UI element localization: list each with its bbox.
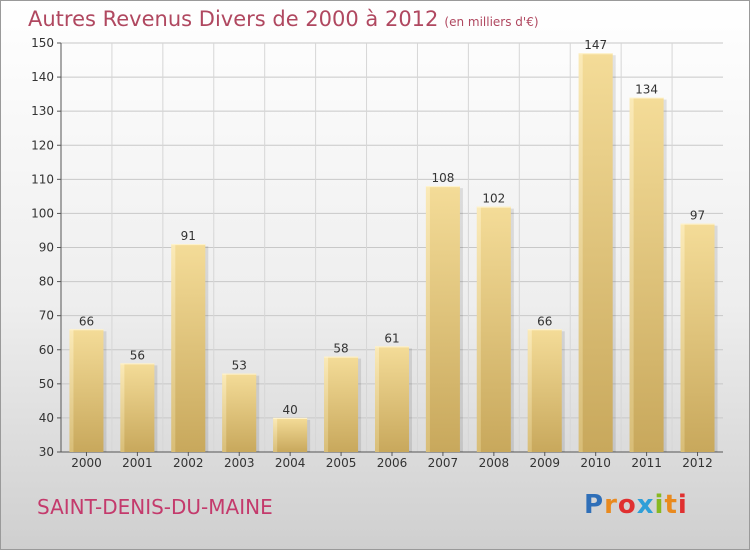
bar-highlight [578,53,583,452]
bar-2009 [527,329,565,452]
value-label: 66 [79,314,94,328]
bar [324,356,359,452]
y-tick-label: 90 [39,241,54,255]
x-tick-label: 2004 [275,456,306,470]
chart-unit: (en milliers d'€) [444,15,539,29]
bar-highlight [120,363,125,452]
x-tick-label: 2011 [631,456,662,470]
y-tick-label: 80 [39,275,54,289]
commune-name: SAINT-DENIS-DU-MAINE [37,495,273,519]
x-tick-label: 2000 [71,456,102,470]
x-tick-label: 2010 [580,456,611,470]
bar-highlight [273,417,278,452]
x-tick-label: 2005 [326,456,357,470]
proxiti-logo: Proxiti [584,490,688,520]
bar [273,417,308,452]
value-label: 61 [384,331,399,345]
bar-2000 [69,329,107,452]
y-tick-label: 30 [39,445,54,459]
x-tick-labels: 2000 2001 2002 2003 2004 2005 2006 2007 2008 2009… [71,456,713,470]
bar [680,223,715,452]
value-label: 56 [130,348,145,362]
logo-letter: r [604,490,618,520]
value-label: 91 [181,229,196,243]
bar [120,363,155,452]
y-tick-label: 70 [39,309,54,323]
bar [527,329,562,452]
value-label: 40 [283,403,298,417]
bar-2012 [680,223,718,452]
bar-2006 [375,346,412,452]
bar-highlight [527,329,532,452]
bar [476,206,511,452]
x-tick-label: 2001 [122,456,153,470]
bar-highlight [69,329,74,452]
y-tick-label: 110 [31,172,54,186]
x-tick-label: 2006 [377,456,408,470]
chart-title-text: Autres Revenus Divers de 2000 à 2012 [28,7,439,31]
bar [375,346,409,452]
value-label: 66 [537,314,552,328]
value-label: 53 [232,359,247,373]
bar-2011 [629,97,667,453]
x-tick-label: 2012 [682,456,713,470]
logo-letter: i [654,490,665,520]
y-tick-label: 40 [39,411,54,425]
bars [69,53,718,453]
value-label: 147 [584,38,607,52]
bar-highlight [680,223,685,452]
chart-title: Autres Revenus Divers de 2000 à 2012 (en … [28,7,539,31]
value-label: 97 [690,209,705,223]
bar [222,373,257,452]
bar-highlight [375,346,379,452]
x-tick-label: 2007 [428,456,459,470]
y-tick-label: 140 [31,70,54,84]
bar-2001 [120,363,158,452]
logo-letter: o [617,490,637,520]
value-label: 102 [482,192,505,206]
bar-2005 [324,356,362,452]
value-label: 108 [431,171,454,185]
logo-letter: i [677,490,688,520]
value-label: 134 [635,83,658,97]
bar-highlight [629,97,634,453]
x-tick-label: 2003 [224,456,255,470]
bar-2004 [273,417,311,452]
bar [425,186,460,452]
bar-2007 [425,186,463,452]
bar-highlight [171,244,176,452]
bar-highlight [425,186,430,452]
y-tick-label: 150 [31,36,54,50]
bar-2008 [476,206,514,452]
bar-highlight [222,373,227,452]
bar [171,244,206,452]
bar [629,97,664,453]
x-tick-label: 2008 [479,456,510,470]
logo-letter: x [636,490,655,520]
bar-highlight [476,206,481,452]
y-tick-label: 130 [31,104,54,118]
y-tick-label: 120 [31,138,54,152]
y-tick-label: 60 [39,343,54,357]
bar-2010 [578,53,616,452]
logo-letter: P [584,490,605,520]
y-tick-label: 100 [31,206,54,220]
bar [69,329,104,452]
value-labels: 66 56 91 53 40 58 61 108 102 66 147 134 97 [79,38,705,417]
bar-highlight [324,356,329,452]
y-tick-label: 50 [39,377,54,391]
x-tick-label: 2009 [529,456,560,470]
logo-letter: t [664,490,678,520]
bar [578,53,613,452]
value-label: 58 [333,342,348,356]
x-tick-label: 2002 [173,456,204,470]
bar-2002 [171,244,209,452]
y-tick-labels: 30 40 50 60 70 80 90 100 110 120 130 140 150 [31,36,54,459]
bar-2003 [222,373,260,452]
